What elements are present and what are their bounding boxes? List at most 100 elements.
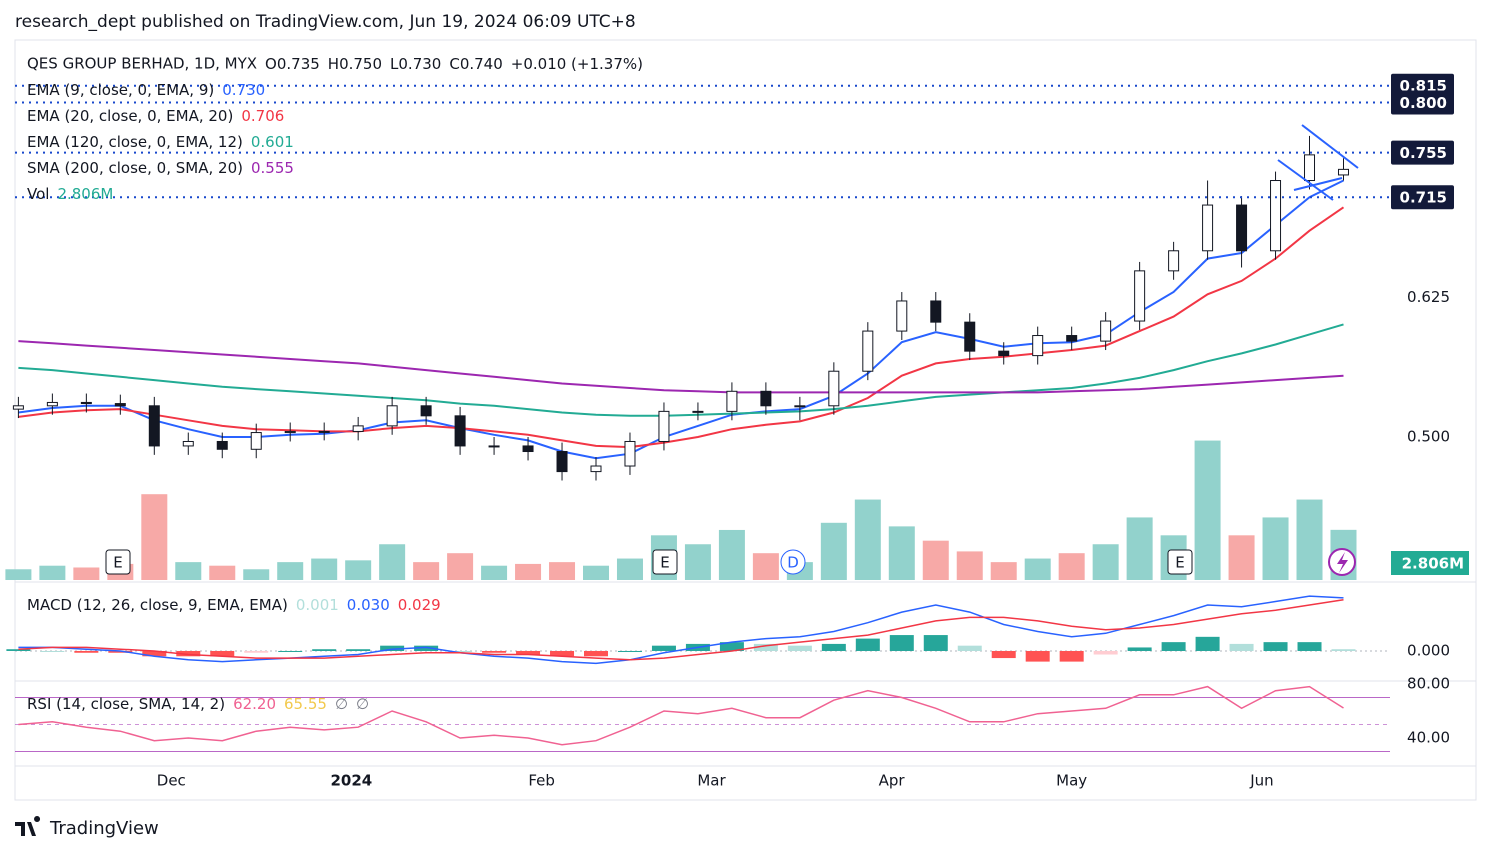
- rsi-tick-label: 40.00: [1407, 728, 1450, 746]
- volume-bar: [175, 562, 202, 580]
- candle-body: [930, 300, 942, 323]
- volume-bar: [820, 522, 847, 580]
- macd-hist: [312, 649, 337, 651]
- legend-row: SMA (200, close, 0, SMA, 20) 0.555: [27, 159, 294, 177]
- logo: [15, 816, 41, 836]
- x-tick-label: May: [1056, 772, 1087, 790]
- rsi-signal: 65.55: [284, 695, 327, 713]
- ohlc-value: C0.740: [449, 55, 502, 73]
- series-name: EMA (20, close, 0, EMA, 20): [27, 107, 233, 125]
- macd-hist: [1297, 642, 1322, 651]
- macd-hist: [6, 649, 31, 651]
- candle-body: [352, 425, 364, 432]
- rsi-tick-label: 80.00: [1407, 674, 1450, 692]
- candle-body: [318, 430, 330, 433]
- macd-hist: [787, 645, 812, 651]
- legend-row: O0.735 H0.750 L0.730 C0.740 +0.010 (+1.37%): [265, 55, 643, 73]
- volume-bar: [243, 569, 270, 580]
- candle-body: [386, 405, 398, 427]
- candle-body: [488, 445, 500, 448]
- macd-hist: [380, 645, 405, 651]
- volume-bar: [922, 540, 949, 580]
- candle-body: [182, 440, 194, 447]
- volume-bar: [515, 563, 542, 580]
- legend-row: Vol 2.806M: [27, 185, 113, 203]
- macd-hist: [210, 650, 235, 657]
- volume-bar: [1262, 517, 1289, 580]
- volume-bar: [1024, 558, 1051, 580]
- candle-body: [556, 451, 568, 473]
- candle-body: [896, 300, 908, 332]
- ma-line: [18, 323, 1344, 417]
- candle-body: [1066, 335, 1078, 342]
- macd-hist: [482, 650, 507, 653]
- header: research_dept published on TradingView.c…: [15, 12, 636, 32]
- macd-hist: [821, 643, 846, 651]
- event-label: E: [660, 554, 669, 572]
- volume-bar: [379, 544, 406, 580]
- macd-tick-label: 0.000: [1407, 641, 1450, 659]
- macd-hist: [1025, 650, 1050, 662]
- trendline: [1293, 177, 1343, 191]
- macd-hist: [1161, 642, 1186, 651]
- rsi-extra: ∅: [356, 695, 369, 713]
- macd-hist: [991, 650, 1016, 659]
- y-tick-label: 0.625: [1407, 288, 1450, 306]
- candle-body: [828, 370, 840, 407]
- candle-body: [522, 445, 534, 453]
- macd-hist: [1059, 650, 1084, 662]
- rsi-line: [18, 685, 1344, 746]
- candle-body: [1134, 270, 1146, 322]
- macd-hist: [1229, 643, 1254, 651]
- ma-line: [18, 206, 1345, 449]
- candle-body: [862, 330, 874, 372]
- volume-bar: [73, 567, 100, 580]
- volume-bar: [1092, 544, 1119, 580]
- macd-hist: [176, 650, 201, 657]
- event-label: D: [787, 554, 799, 572]
- candle-body: [1337, 168, 1349, 176]
- price-tag-label: 0.715: [1400, 189, 1447, 207]
- series-value: 0.706: [241, 107, 284, 125]
- candle-body: [148, 405, 160, 447]
- event-label: E: [1175, 554, 1184, 572]
- ma-line: [18, 179, 1344, 460]
- candle-body: [692, 410, 704, 413]
- x-tick-label: Jun: [1249, 772, 1273, 790]
- macd-hist: [278, 650, 303, 652]
- legend: QES GROUP BERHAD, 1D, MYX: [27, 55, 257, 73]
- macd-hist: [142, 650, 167, 657]
- price-tag: [1391, 140, 1454, 165]
- volume-tag-label: 2.806M: [1402, 555, 1464, 573]
- volume-name: Vol: [27, 185, 49, 203]
- volume-bar: [854, 499, 881, 580]
- macd-hist: [448, 650, 473, 652]
- legend-row: EMA (20, close, 0, EMA, 20) 0.706: [27, 107, 284, 125]
- candle-body: [420, 405, 432, 417]
- volume-bar: [1126, 517, 1153, 580]
- ohlc-value: +0.010 (+1.37%): [511, 55, 643, 73]
- macd-hist: [923, 635, 948, 651]
- macd-hist: [346, 649, 371, 651]
- candle-body: [760, 390, 772, 407]
- legend-row: MACD (12, 26, close, 9, EMA, EMA) 0.001 0.…: [27, 596, 441, 614]
- series-value: 0.555: [251, 159, 294, 177]
- macd-hist: [414, 645, 439, 651]
- candle-body: [658, 410, 670, 442]
- volume-bar: [990, 562, 1017, 580]
- legend-row: EMA (120, close, 0, EMA, 12) 0.601: [27, 133, 294, 151]
- macd-hist: [719, 642, 744, 651]
- macd-hist: [1093, 650, 1118, 655]
- macd-hist: [108, 650, 133, 653]
- candle-body: [1100, 320, 1112, 342]
- alert-bolt: [1337, 552, 1348, 573]
- x-tick-label: Dec: [157, 772, 186, 790]
- ohlc-value: L0.730: [390, 55, 441, 73]
- volume-bar: [5, 569, 32, 580]
- x-tick-label: Feb: [528, 772, 555, 790]
- macd-hist: [584, 650, 609, 657]
- footer: TradingView: [15, 816, 159, 839]
- macd-hist: [516, 650, 541, 655]
- volume-tag: [1391, 551, 1469, 575]
- candle-body: [250, 432, 262, 450]
